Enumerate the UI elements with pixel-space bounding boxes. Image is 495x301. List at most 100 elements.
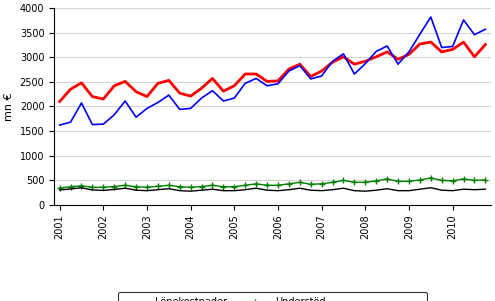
Material, förnödenheter, varor xyxy=(188,189,194,193)
Understöd xyxy=(209,184,215,187)
Lönekostnader xyxy=(384,50,390,54)
Lönekostnader xyxy=(297,62,303,66)
Understöd xyxy=(275,184,281,187)
Understöd xyxy=(351,181,357,184)
Lönekostnader xyxy=(57,100,63,103)
Understöd xyxy=(198,185,204,188)
Line: Köp av tjänster: Köp av tjänster xyxy=(60,17,486,125)
Understöd xyxy=(373,179,379,183)
Material, förnödenheter, varor xyxy=(286,188,292,191)
Material, förnödenheter, varor xyxy=(275,189,281,192)
Understöd xyxy=(111,185,117,188)
Understöd xyxy=(483,178,489,182)
Material, förnödenheter, varor xyxy=(155,188,161,191)
Lönekostnader xyxy=(177,91,183,95)
Material, förnödenheter, varor xyxy=(351,189,357,192)
Material, förnödenheter, varor xyxy=(253,186,259,190)
Lönekostnader xyxy=(90,95,96,98)
Köp av tjänster xyxy=(177,107,183,111)
Material, förnödenheter, varor xyxy=(428,186,434,190)
Lönekostnader xyxy=(122,79,128,83)
Lönekostnader xyxy=(330,61,336,64)
Lönekostnader xyxy=(406,53,412,56)
Understöd xyxy=(286,182,292,186)
Material, förnödenheter, varor xyxy=(57,188,63,192)
Understöd xyxy=(417,178,423,182)
Material, förnödenheter, varor xyxy=(341,186,346,190)
Understöd xyxy=(144,185,150,189)
Köp av tjänster xyxy=(286,69,292,73)
Legend: Lönekostnader, Köp av tjänster, Understöd, Material, förnödenheter, varor: Lönekostnader, Köp av tjänster, Understö… xyxy=(118,292,428,301)
Material, förnödenheter, varor xyxy=(395,189,401,192)
Lönekostnader xyxy=(275,79,281,83)
Lönekostnader xyxy=(111,84,117,88)
Material, förnödenheter, varor xyxy=(472,188,478,191)
Material, förnödenheter, varor xyxy=(144,189,150,192)
Understöd xyxy=(428,176,434,180)
Understöd xyxy=(449,179,455,183)
Understöd xyxy=(319,182,325,186)
Lönekostnader xyxy=(155,82,161,85)
Material, förnödenheter, varor xyxy=(111,188,117,191)
Understöd xyxy=(133,185,139,188)
Material, förnödenheter, varor xyxy=(133,188,139,192)
Material, förnödenheter, varor xyxy=(68,187,74,191)
Understöd xyxy=(220,185,226,188)
Lönekostnader xyxy=(253,72,259,76)
Köp av tjänster xyxy=(264,84,270,88)
Köp av tjänster xyxy=(220,99,226,103)
Material, förnödenheter, varor xyxy=(90,188,96,192)
Understöd xyxy=(472,178,478,182)
Understöd xyxy=(90,185,96,189)
Lönekostnader xyxy=(308,75,314,78)
Köp av tjänster xyxy=(133,115,139,119)
Köp av tjänster xyxy=(144,107,150,110)
Köp av tjänster xyxy=(362,62,368,66)
Lönekostnader xyxy=(209,77,215,80)
Understöd xyxy=(100,185,106,189)
Lönekostnader xyxy=(395,57,401,61)
Lönekostnader xyxy=(68,87,74,91)
Material, förnödenheter, varor xyxy=(231,189,237,192)
Lönekostnader xyxy=(341,55,346,59)
Lönekostnader xyxy=(449,48,455,51)
Understöd xyxy=(242,184,248,187)
Lönekostnader xyxy=(373,55,379,59)
Köp av tjänster xyxy=(472,33,478,36)
Köp av tjänster xyxy=(308,77,314,81)
Lönekostnader xyxy=(460,40,466,44)
Understöd xyxy=(231,185,237,188)
Köp av tjänster xyxy=(155,101,161,104)
Lönekostnader xyxy=(351,62,357,66)
Köp av tjänster xyxy=(231,96,237,100)
Köp av tjänster xyxy=(198,96,204,100)
Understöd xyxy=(177,185,183,188)
Material, förnödenheter, varor xyxy=(264,188,270,192)
Material, förnödenheter, varor xyxy=(449,189,455,192)
Lönekostnader xyxy=(231,84,237,88)
Köp av tjänster xyxy=(122,99,128,103)
Köp av tjänster xyxy=(166,93,172,97)
Material, förnödenheter, varor xyxy=(122,186,128,190)
Understöd xyxy=(79,184,85,188)
Köp av tjänster xyxy=(79,101,85,105)
Material, förnödenheter, varor xyxy=(384,187,390,191)
Lönekostnader xyxy=(79,81,85,85)
Lönekostnader xyxy=(100,97,106,101)
Lönekostnader xyxy=(198,86,204,90)
Köp av tjänster xyxy=(57,123,63,127)
Lönekostnader xyxy=(166,79,172,82)
Lönekostnader xyxy=(133,90,139,94)
Material, förnödenheter, varor xyxy=(297,186,303,190)
Understöd xyxy=(297,181,303,184)
Köp av tjänster xyxy=(395,62,401,66)
Köp av tjänster xyxy=(384,44,390,48)
Material, förnödenheter, varor xyxy=(198,188,204,192)
Line: Lönekostnader: Lönekostnader xyxy=(60,42,486,101)
Köp av tjänster xyxy=(275,82,281,85)
Understöd xyxy=(264,184,270,187)
Material, förnödenheter, varor xyxy=(209,188,215,191)
Köp av tjänster xyxy=(417,33,423,36)
Köp av tjänster xyxy=(449,45,455,48)
Understöd xyxy=(188,185,194,189)
